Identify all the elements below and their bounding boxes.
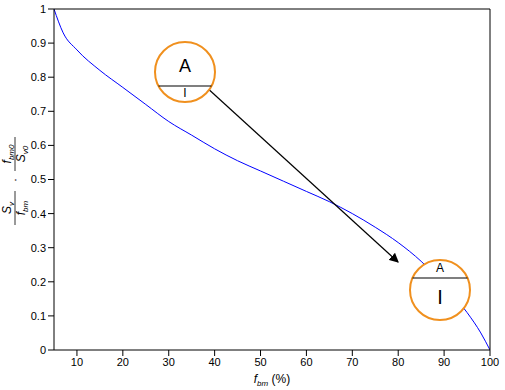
- svg-text:Sv0: Sv0: [14, 145, 30, 162]
- svg-text:70: 70: [346, 356, 358, 368]
- svg-text:0.2: 0.2: [31, 276, 46, 288]
- svg-text:I: I: [437, 286, 443, 308]
- svg-text:Sv: Sv: [0, 201, 16, 214]
- svg-text:fbm (%): fbm (%): [254, 372, 290, 388]
- svg-text:A: A: [436, 261, 444, 275]
- svg-text:20: 20: [117, 356, 129, 368]
- svg-text:A: A: [179, 56, 191, 76]
- svg-text:1: 1: [40, 3, 46, 15]
- svg-text:fbm: fbm: [14, 200, 30, 215]
- svg-text:0.1: 0.1: [31, 310, 46, 322]
- svg-text:0.7: 0.7: [31, 105, 46, 117]
- svg-text:fbm0: fbm0: [0, 144, 16, 163]
- svg-text:10: 10: [71, 356, 83, 368]
- svg-text:60: 60: [300, 356, 312, 368]
- svg-text:0: 0: [40, 344, 46, 356]
- svg-text:80: 80: [392, 356, 404, 368]
- svg-text:50: 50: [254, 356, 266, 368]
- svg-text:40: 40: [209, 356, 221, 368]
- svg-text:30: 30: [163, 356, 175, 368]
- svg-text:0.8: 0.8: [31, 71, 46, 83]
- svg-text:0.9: 0.9: [31, 37, 46, 49]
- svg-text:·: ·: [8, 178, 22, 182]
- svg-text:0.3: 0.3: [31, 242, 46, 254]
- svg-text:0.5: 0.5: [31, 173, 46, 185]
- svg-text:0.6: 0.6: [31, 139, 46, 151]
- svg-text:0.4: 0.4: [31, 208, 46, 220]
- svg-text:I: I: [183, 86, 186, 100]
- svg-text:100: 100: [481, 356, 499, 368]
- svg-text:90: 90: [438, 356, 450, 368]
